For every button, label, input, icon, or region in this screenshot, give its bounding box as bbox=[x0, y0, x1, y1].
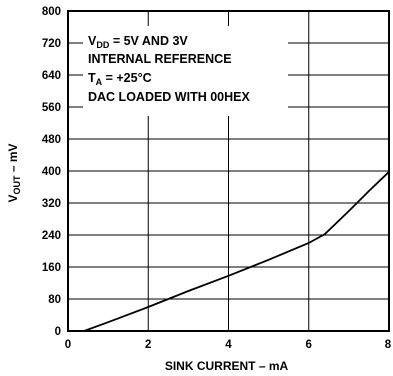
series-line bbox=[83, 171, 390, 332]
annotation-supply-tail: = 5V AND 3V bbox=[109, 34, 188, 48]
x-tick-labels: 0 2 4 6 8 bbox=[65, 339, 392, 351]
x-axis-label: SINK CURRENT – mA bbox=[165, 359, 289, 373]
annotation-temperature: TA = +25°C bbox=[88, 71, 152, 87]
y-axis-label: VOUT – mV bbox=[6, 143, 22, 202]
y-axis-label-main: V bbox=[6, 195, 20, 203]
annotation-dac-load: DAC LOADED WITH 00HEX bbox=[88, 90, 250, 104]
annotation-temperature-main: T bbox=[88, 71, 96, 85]
annotation-supply-main: V bbox=[88, 34, 97, 48]
y-tick-label: 80 bbox=[48, 294, 61, 306]
y-tick-label: 400 bbox=[42, 166, 61, 178]
y-tick-labels: 0 80 160 240 320 400 480 560 640 720 800 bbox=[42, 6, 61, 338]
y-tick-label: 480 bbox=[42, 134, 61, 146]
x-tick-label: 2 bbox=[145, 339, 151, 351]
annotations: VDD = 5V AND 3V INTERNAL REFERENCE TA = … bbox=[88, 34, 250, 104]
annotation-supply-sub: DD bbox=[96, 40, 109, 50]
x-tick-label: 4 bbox=[225, 339, 232, 351]
annotation-temperature-sub: A bbox=[96, 77, 103, 87]
y-tick-label: 0 bbox=[55, 326, 61, 338]
y-tick-label: 720 bbox=[42, 38, 61, 50]
y-axis-label-sub: OUT bbox=[12, 175, 22, 195]
annotation-supply: VDD = 5V AND 3V bbox=[88, 34, 188, 50]
y-tick-label: 560 bbox=[42, 102, 61, 114]
x-tick-label: 0 bbox=[65, 339, 71, 351]
x-tick-label: 6 bbox=[306, 339, 312, 351]
y-axis-label-tail: – mV bbox=[6, 143, 20, 175]
y-tick-label: 160 bbox=[42, 262, 61, 274]
plot-area bbox=[67, 10, 390, 332]
y-tick-label: 240 bbox=[42, 230, 61, 242]
annotation-reference: INTERNAL REFERENCE bbox=[88, 52, 232, 66]
x-tick-label: 8 bbox=[385, 339, 392, 351]
y-tick-label: 800 bbox=[42, 6, 61, 18]
y-tick-label: 640 bbox=[42, 70, 61, 82]
annotation-temperature-tail: = +25°C bbox=[102, 71, 151, 85]
y-tick-label: 320 bbox=[42, 198, 61, 210]
annotation-box bbox=[83, 26, 288, 116]
